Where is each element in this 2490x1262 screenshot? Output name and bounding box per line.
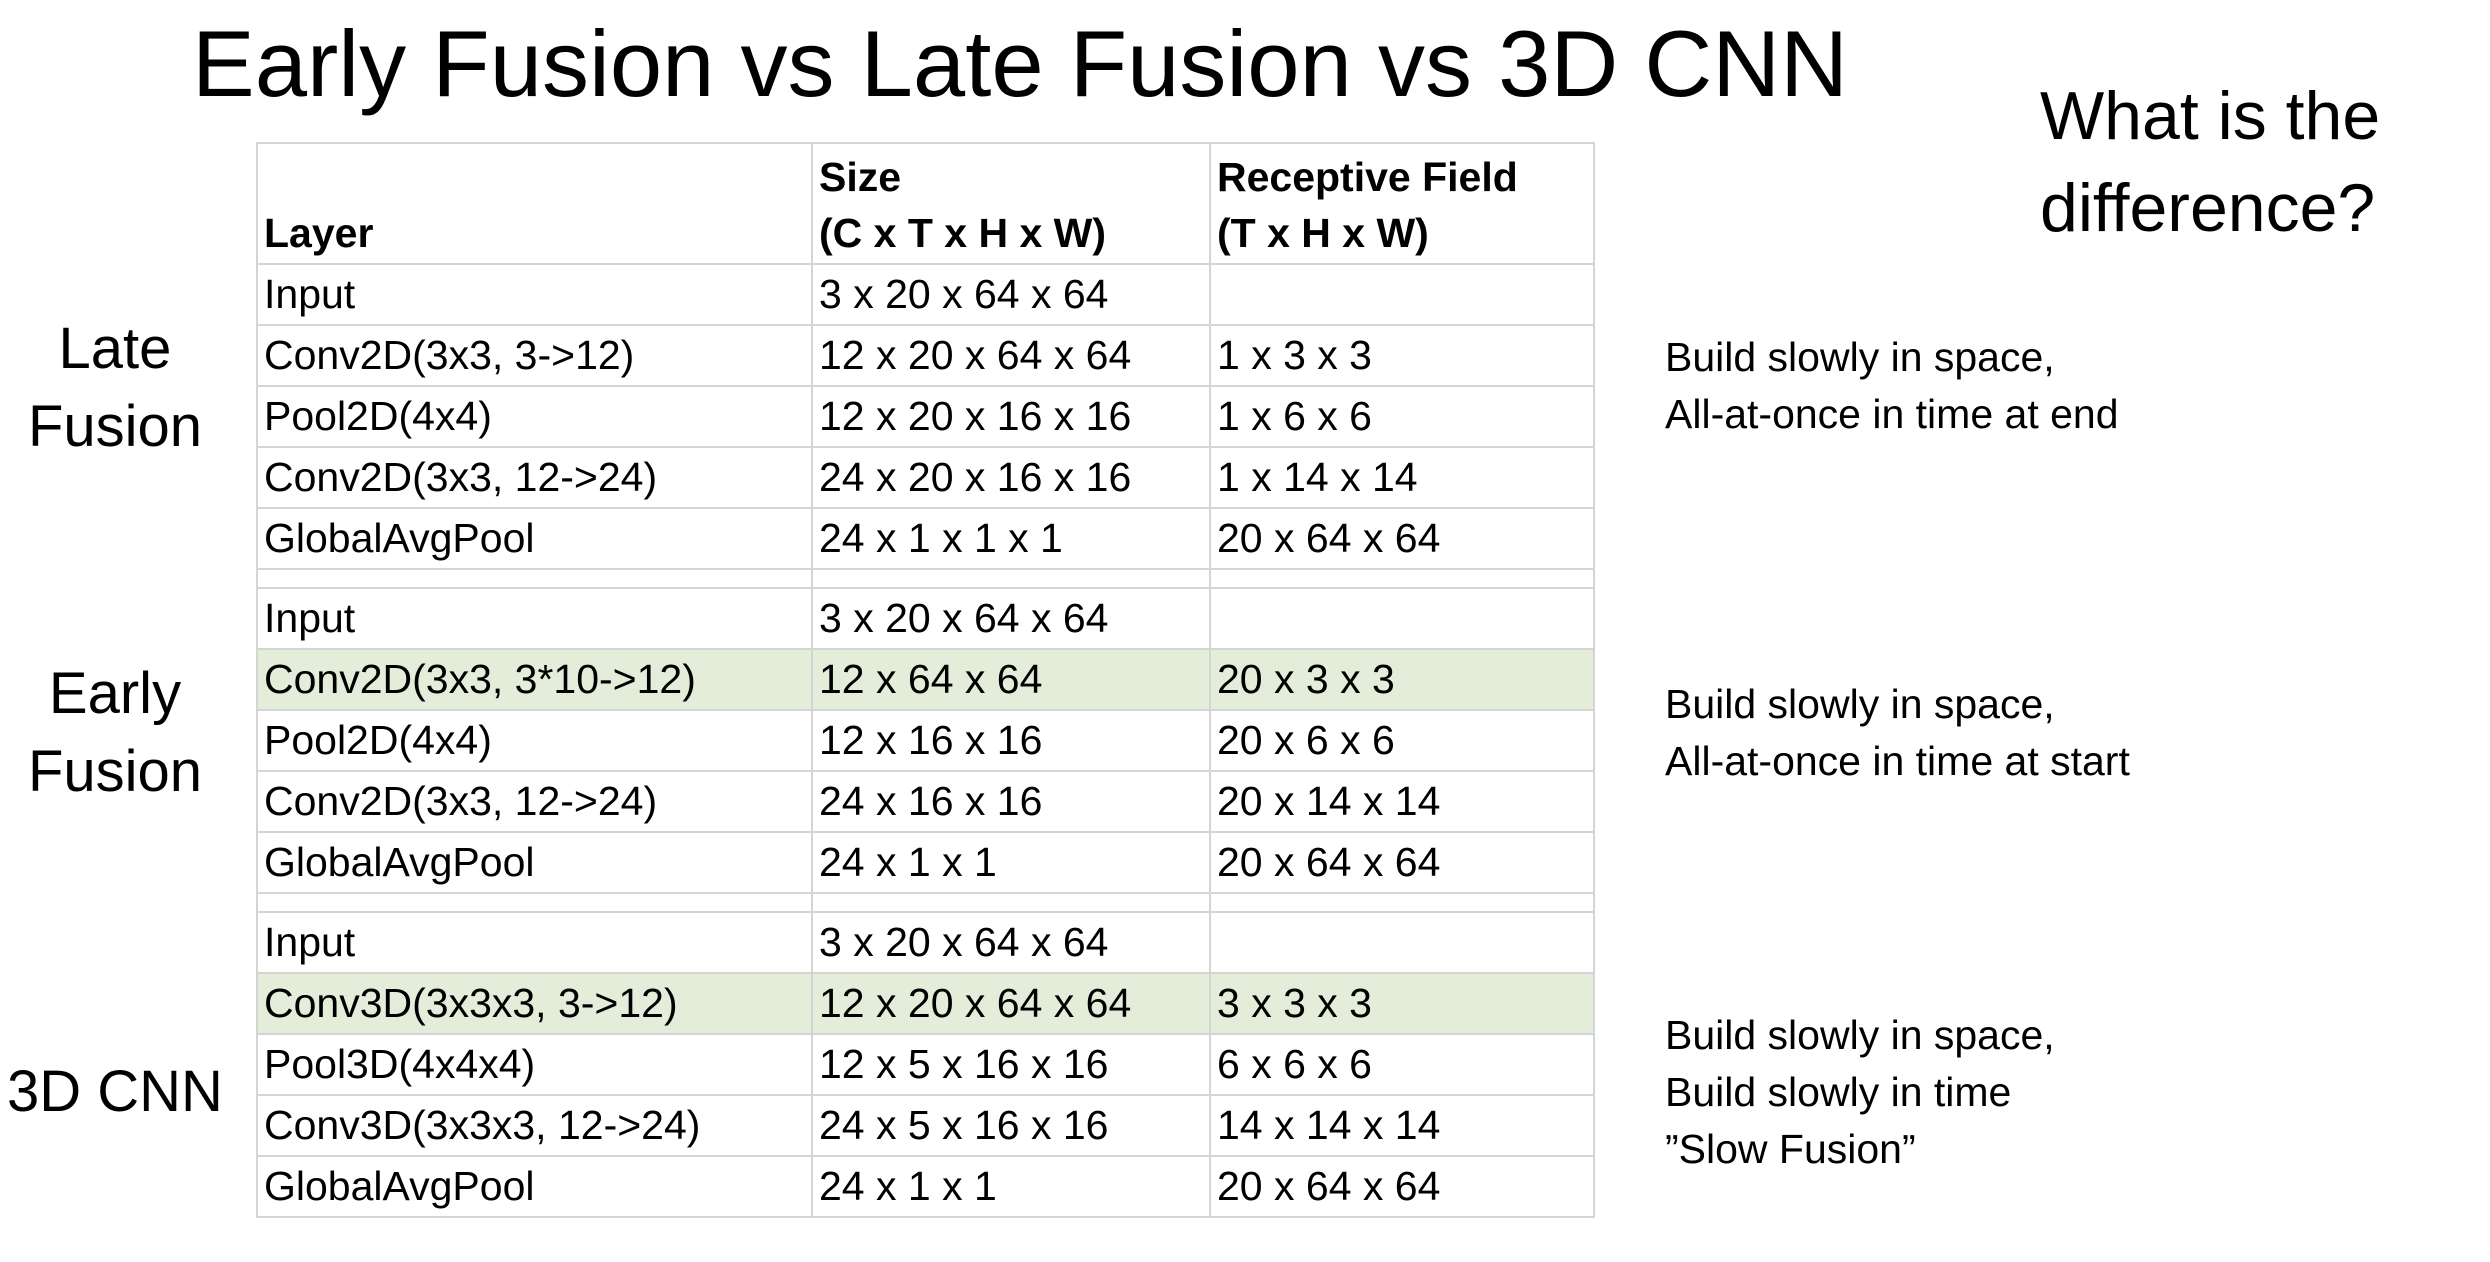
question-text: What is the difference? — [2040, 70, 2380, 254]
cell-receptive-field: 20 x 6 x 6 — [1209, 709, 1595, 772]
cell-layer: Conv2D(3x3, 12->24) — [256, 446, 813, 509]
section-label-line: Fusion — [27, 394, 203, 459]
question-line: difference? — [2040, 170, 2376, 246]
table-row: Conv2D(3x3, 3->12) 12 x 20 x 64 x 64 1 x… — [256, 324, 1595, 387]
cell-size: 24 x 20 x 16 x 16 — [811, 446, 1211, 509]
header-size-line: (C x T x H x W) — [819, 210, 1107, 256]
section-label-early-fusion: Early Fusion — [0, 655, 230, 811]
cell-layer: Input — [256, 263, 813, 326]
table-spacer-row — [256, 892, 1595, 913]
note-line: Build slowly in space, — [1665, 681, 2055, 727]
cell-receptive-field: 14 x 14 x 14 — [1209, 1094, 1595, 1157]
note-line: All-at-once in time at start — [1665, 738, 2130, 784]
cell-layer: Input — [256, 587, 813, 650]
table-row: Pool2D(4x4) 12 x 16 x 16 20 x 6 x 6 — [256, 709, 1595, 772]
note-line: Build slowly in space, — [1665, 1012, 2055, 1058]
cell-size: 24 x 1 x 1 — [811, 1155, 1211, 1218]
cell-size: 24 x 5 x 16 x 16 — [811, 1094, 1211, 1157]
section-label-line: Early — [48, 661, 182, 726]
cell-size: 24 x 16 x 16 — [811, 770, 1211, 833]
question-line: What is the — [2040, 78, 2381, 154]
slide-title: Early Fusion vs Late Fusion vs 3D CNN — [192, 11, 1849, 116]
table-row-highlighted: Conv2D(3x3, 3*10->12) 12 x 64 x 64 20 x … — [256, 648, 1595, 711]
table-row: GlobalAvgPool 24 x 1 x 1 20 x 64 x 64 — [256, 1155, 1595, 1218]
cell-receptive-field: 1 x 14 x 14 — [1209, 446, 1595, 509]
cell-layer: Pool2D(4x4) — [256, 709, 813, 772]
table-row: Conv3D(3x3x3, 12->24) 24 x 5 x 16 x 16 1… — [256, 1094, 1595, 1157]
cell-size: 12 x 20 x 16 x 16 — [811, 385, 1211, 448]
cell-receptive-field: 20 x 3 x 3 — [1209, 648, 1595, 711]
table-row: GlobalAvgPool 24 x 1 x 1 x 1 20 x 64 x 6… — [256, 507, 1595, 570]
section-label-line: Fusion — [27, 739, 203, 804]
cell-size: 3 x 20 x 64 x 64 — [811, 263, 1211, 326]
cell-layer: Conv2D(3x3, 3->12) — [256, 324, 813, 387]
cell-layer: Conv2D(3x3, 12->24) — [256, 770, 813, 833]
cell-receptive-field — [1209, 587, 1595, 650]
cell-receptive-field: 6 x 6 x 6 — [1209, 1033, 1595, 1096]
table-row: GlobalAvgPool 24 x 1 x 1 20 x 64 x 64 — [256, 831, 1595, 894]
cell-receptive-field — [1209, 911, 1595, 974]
cell-layer: Conv3D(3x3x3, 12->24) — [256, 1094, 813, 1157]
cell-layer: Pool3D(4x4x4) — [256, 1033, 813, 1096]
cell-layer: GlobalAvgPool — [256, 1155, 813, 1218]
cell-receptive-field: 20 x 64 x 64 — [1209, 831, 1595, 894]
cell-size: 12 x 20 x 64 x 64 — [811, 324, 1211, 387]
table-row: Pool3D(4x4x4) 12 x 5 x 16 x 16 6 x 6 x 6 — [256, 1033, 1595, 1096]
section-label-late-fusion: Late Fusion — [0, 310, 230, 466]
cell-size: 12 x 64 x 64 — [811, 648, 1211, 711]
cell-receptive-field: 20 x 64 x 64 — [1209, 507, 1595, 570]
section-label-line: 3D CNN — [7, 1059, 223, 1124]
header-receptive-field: Receptive Field (T x H x W) — [1209, 142, 1595, 265]
cell-size: 12 x 5 x 16 x 16 — [811, 1033, 1211, 1096]
cell-size: 12 x 20 x 64 x 64 — [811, 972, 1211, 1035]
note-line: Build slowly in space, — [1665, 334, 2055, 380]
table-row: Input 3 x 20 x 64 x 64 — [256, 263, 1595, 326]
cell-receptive-field: 20 x 14 x 14 — [1209, 770, 1595, 833]
header-rf-line: (T x H x W) — [1217, 210, 1429, 256]
table-header-row: Layer Size (C x T x H x W) Receptive Fiel… — [256, 142, 1595, 265]
table-row: Input 3 x 20 x 64 x 64 — [256, 587, 1595, 650]
cell-size: 3 x 20 x 64 x 64 — [811, 587, 1211, 650]
header-size-line: Size — [819, 154, 902, 200]
header-size: Size (C x T x H x W) — [811, 142, 1211, 265]
header-layer: Layer — [256, 142, 813, 265]
section-label-3d-cnn: 3D CNN — [0, 1053, 230, 1131]
cell-size: 12 x 16 x 16 — [811, 709, 1211, 772]
cell-size: 24 x 1 x 1 — [811, 831, 1211, 894]
cell-size: 24 x 1 x 1 x 1 — [811, 507, 1211, 570]
note-line: All-at-once in time at end — [1665, 391, 2119, 437]
cell-layer: Conv2D(3x3, 3*10->12) — [256, 648, 813, 711]
cell-receptive-field: 20 x 64 x 64 — [1209, 1155, 1595, 1218]
table-spacer-row — [256, 568, 1595, 589]
cell-layer: GlobalAvgPool — [256, 831, 813, 894]
cell-receptive-field: 1 x 3 x 3 — [1209, 324, 1595, 387]
table-row: Pool2D(4x4) 12 x 20 x 16 x 16 1 x 6 x 6 — [256, 385, 1595, 448]
cell-size: 3 x 20 x 64 x 64 — [811, 911, 1211, 974]
cell-receptive-field: 3 x 3 x 3 — [1209, 972, 1595, 1035]
note-early-fusion: Build slowly in space, All-at-once in ti… — [1665, 676, 2130, 790]
section-label-line: Late — [58, 316, 172, 381]
note-line: ”Slow Fusion” — [1665, 1126, 1916, 1172]
table-row: Input 3 x 20 x 64 x 64 — [256, 911, 1595, 974]
cell-receptive-field: 1 x 6 x 6 — [1209, 385, 1595, 448]
note-3d-cnn: Build slowly in space, Build slowly in t… — [1665, 1007, 2055, 1178]
cell-layer: Pool2D(4x4) — [256, 385, 813, 448]
cell-layer: Conv3D(3x3x3, 3->12) — [256, 972, 813, 1035]
note-line: Build slowly in time — [1665, 1069, 2012, 1115]
table-row-highlighted: Conv3D(3x3x3, 3->12) 12 x 20 x 64 x 64 3… — [256, 972, 1595, 1035]
table-row: Conv2D(3x3, 12->24) 24 x 16 x 16 20 x 14… — [256, 770, 1595, 833]
cell-layer: GlobalAvgPool — [256, 507, 813, 570]
note-late-fusion: Build slowly in space, All-at-once in ti… — [1665, 329, 2119, 443]
header-rf-line: Receptive Field — [1217, 154, 1518, 200]
cell-receptive-field — [1209, 263, 1595, 326]
table-row: Conv2D(3x3, 12->24) 24 x 20 x 16 x 16 1 … — [256, 446, 1595, 509]
cell-layer: Input — [256, 911, 813, 974]
layer-table: Layer Size (C x T x H x W) Receptive Fiel… — [256, 142, 1595, 1218]
